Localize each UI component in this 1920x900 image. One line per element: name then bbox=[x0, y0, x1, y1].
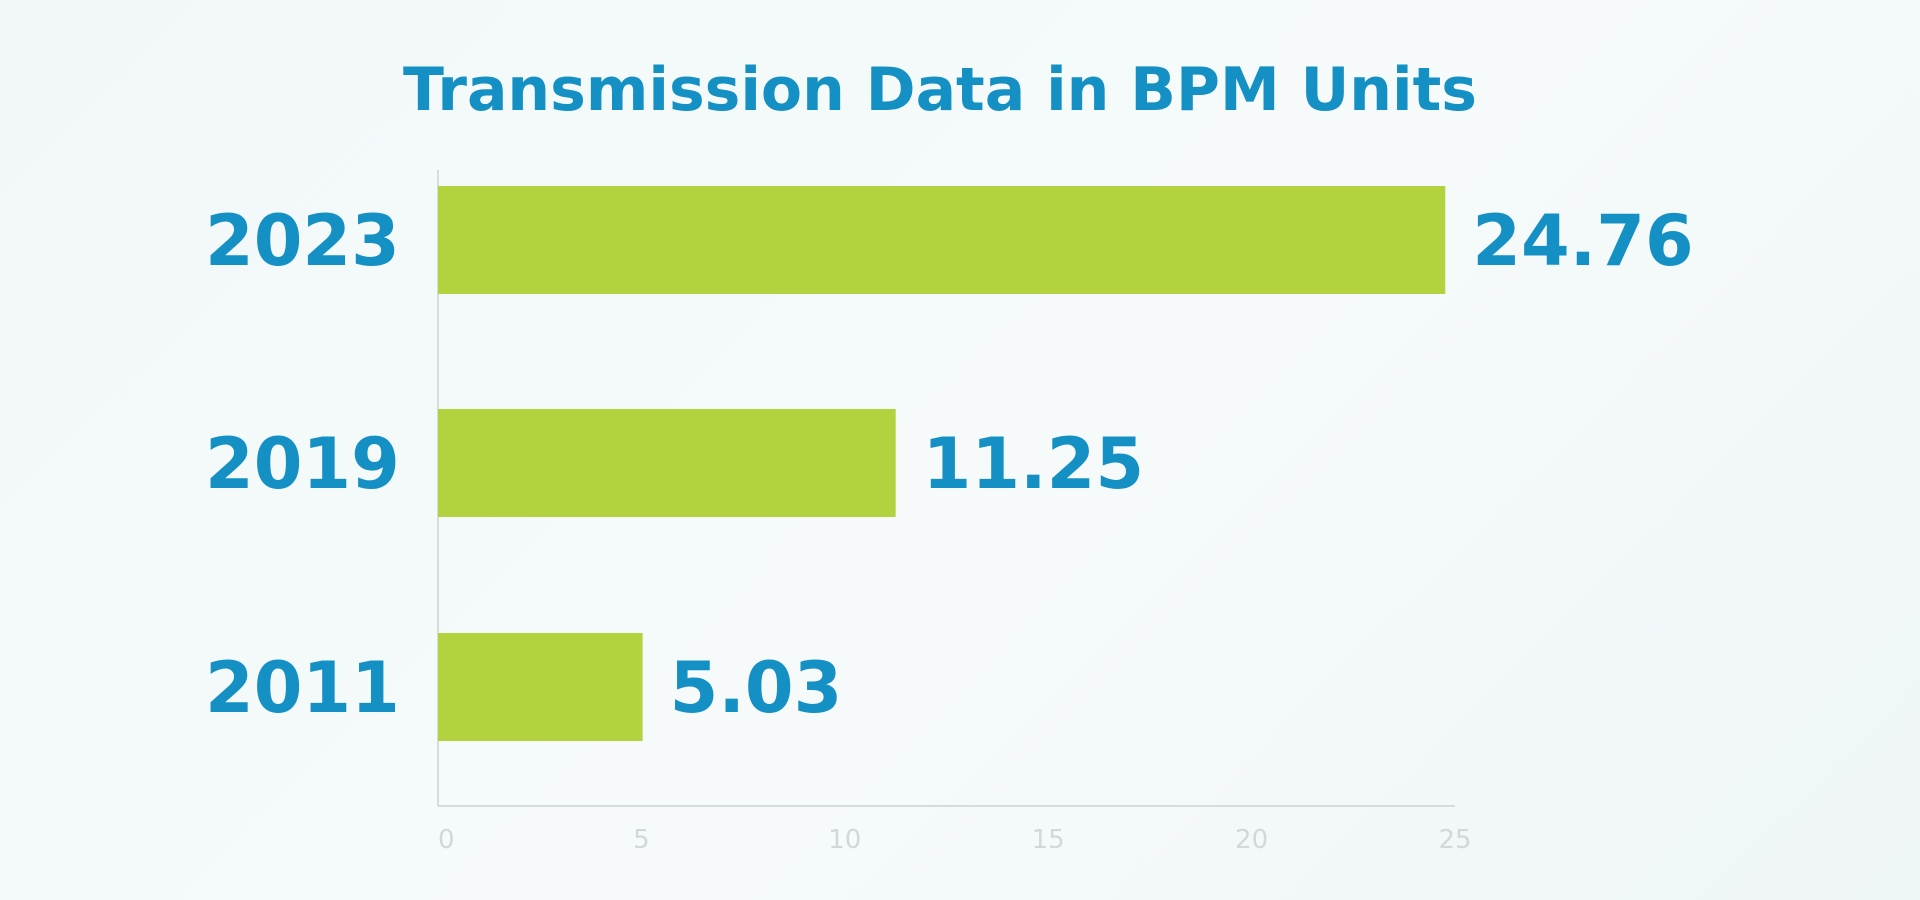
category-label-2023: 2023 bbox=[205, 200, 400, 282]
x-tick-label-20: 20 bbox=[1235, 825, 1268, 855]
chart-bars bbox=[438, 186, 1446, 741]
x-tick-label-25: 25 bbox=[1438, 825, 1471, 855]
x-tick-label-0: 0 bbox=[438, 825, 455, 855]
category-label-2019: 2019 bbox=[205, 423, 400, 505]
bar-2019 bbox=[438, 409, 896, 517]
x-tick-label-15: 15 bbox=[1032, 825, 1065, 855]
x-axis-ticks: 0 5 10 15 20 25 bbox=[438, 825, 1472, 855]
x-tick-label-5: 5 bbox=[633, 825, 650, 855]
x-tick-label-10: 10 bbox=[828, 825, 861, 855]
bar-2023 bbox=[438, 186, 1446, 294]
value-labels: 24.76 11.25 5.03 bbox=[670, 200, 1694, 729]
value-label-2019: 11.25 bbox=[923, 423, 1144, 505]
chart-title: Transmission Data in BPM Units bbox=[403, 55, 1477, 125]
value-label-2023: 24.76 bbox=[1472, 200, 1693, 282]
category-labels: 2023 2019 2011 bbox=[205, 200, 400, 729]
value-label-2011: 5.03 bbox=[670, 647, 843, 729]
bar-2011 bbox=[438, 633, 643, 741]
category-label-2011: 2011 bbox=[205, 647, 400, 729]
